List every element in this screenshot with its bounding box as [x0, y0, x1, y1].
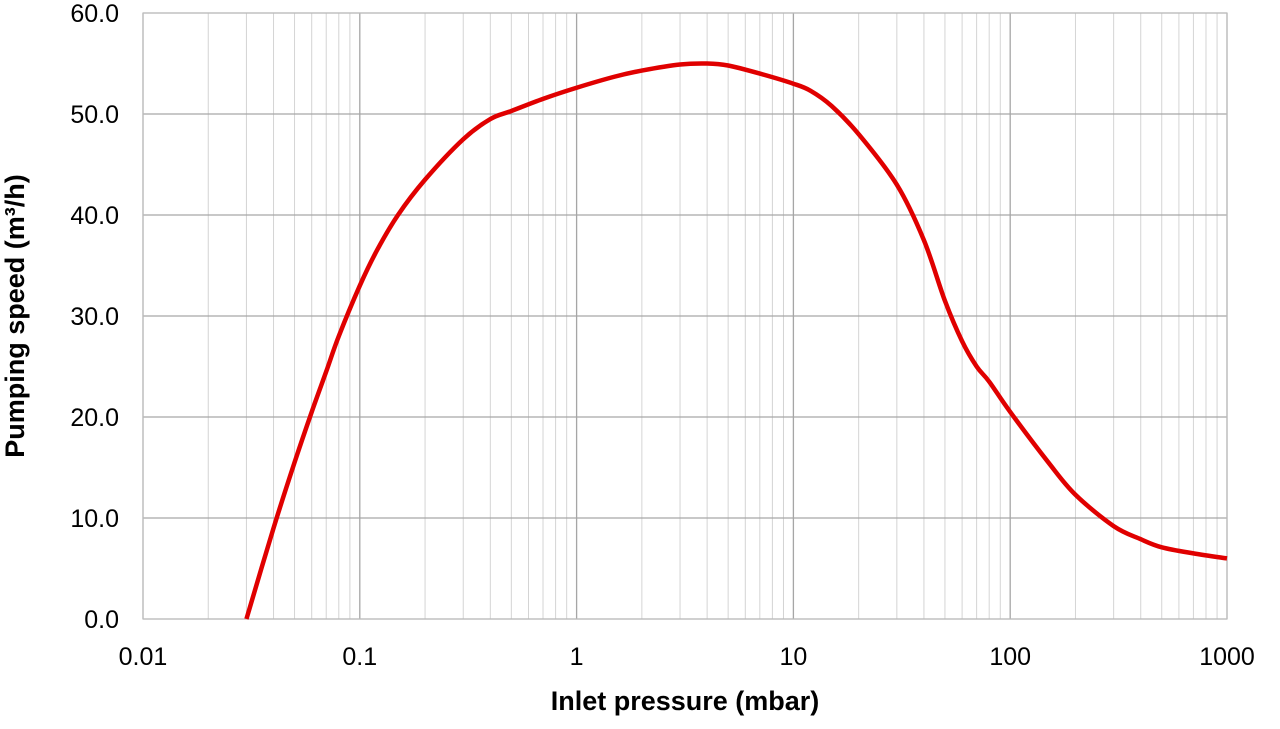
- y-tick-label: 20.0: [70, 404, 119, 432]
- y-tick-label: 0.0: [84, 606, 119, 634]
- y-axis-title: Pumping speed (m³/h): [0, 174, 30, 458]
- pumping-speed-curve: [244, 61, 1228, 620]
- x-tick-label: 0.1: [342, 643, 377, 671]
- x-tick-label: 1: [570, 643, 584, 671]
- x-axis-title: Inlet pressure (mbar): [551, 686, 820, 716]
- x-tick-label: 100: [989, 643, 1031, 671]
- y-tick-label: 10.0: [70, 505, 119, 533]
- x-tick-label: 0.01: [119, 643, 168, 671]
- x-tick-label: 1000: [1199, 643, 1255, 671]
- plot-area-frame: [142, 12, 1228, 620]
- y-tick-label: 30.0: [70, 303, 119, 331]
- y-tick-label: 60.0: [70, 0, 119, 28]
- y-tick-labels: 0.0 10.0 20.0 30.0 40.0 50.0 60.0: [70, 0, 119, 634]
- major-gridlines: [142, 12, 1228, 620]
- x-tick-label: 10: [779, 643, 807, 671]
- y-tick-label: 40.0: [70, 202, 119, 230]
- y-tick-label: 50.0: [70, 101, 119, 129]
- series-layer: [244, 61, 1228, 620]
- x-tick-labels: 0.01 0.1 1 10 100 1000: [119, 643, 1255, 671]
